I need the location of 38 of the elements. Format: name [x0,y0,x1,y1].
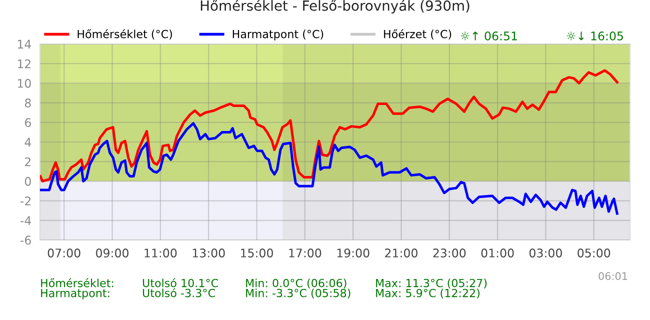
y-tick-label: 0 [24,176,31,186]
text: Min: -3.3°C (05:58) [246,288,350,299]
y-tick-label: 8 [24,98,31,108]
x-tick-label: 15:00 [241,248,273,258]
y-tick-label: 14 [18,40,32,48]
y-tick-label: 10 [18,78,31,88]
y-tick-label: -4 [20,216,32,225]
x-tick-label: 05:00 [578,248,610,258]
x-tick-label: 19:00 [337,248,370,258]
x-tick-label: 03:00 [529,248,562,258]
x-tick-label: 13:00 [192,248,225,258]
text: Utolsó 10.1°C [142,278,218,288]
text: 06:01 [598,272,628,280]
legend-label: Hőmérséklet (°C) [78,29,172,40]
text: ☼↑ 06:51 [460,31,517,40]
x-tick-label: 01:00 [481,248,514,258]
y-tick-label: 12 [18,59,30,68]
y-tick-label: 4 [24,138,32,146]
text: Min: 0.0°C (06:06) [246,278,346,289]
x-tick-label: 21:00 [385,248,418,258]
text: Max: 5.9°C (12:22) [376,288,480,299]
legend-label: Hőérzet (°C) [384,29,452,40]
x-tick-label: 17:00 [289,248,322,258]
y-tick-label: 6 [24,118,31,128]
x-tick-label: 09:00 [96,248,128,258]
y-tick-label: 2 [25,157,30,166]
x-tick-label: 07:00 [48,248,80,258]
x-tick-label: 11:00 [144,248,177,258]
text: Max: 11.3°C (05:27) [376,278,487,289]
text: Hőmérséklet: [41,278,114,288]
x-tick-label: 23:00 [433,248,466,258]
y-tick-label: -6 [20,236,31,245]
y-tick-label: -2 [20,196,30,206]
chart-title: Hőmérséklet - Felső-borovnyák (930m) [200,0,470,14]
legend-label: Harmatpont (°C) [232,30,324,40]
text: Utolsó -3.3°C [142,288,215,298]
text: ☼↓ 16:05 [566,31,623,40]
text: Harmatpont: [41,288,110,300]
